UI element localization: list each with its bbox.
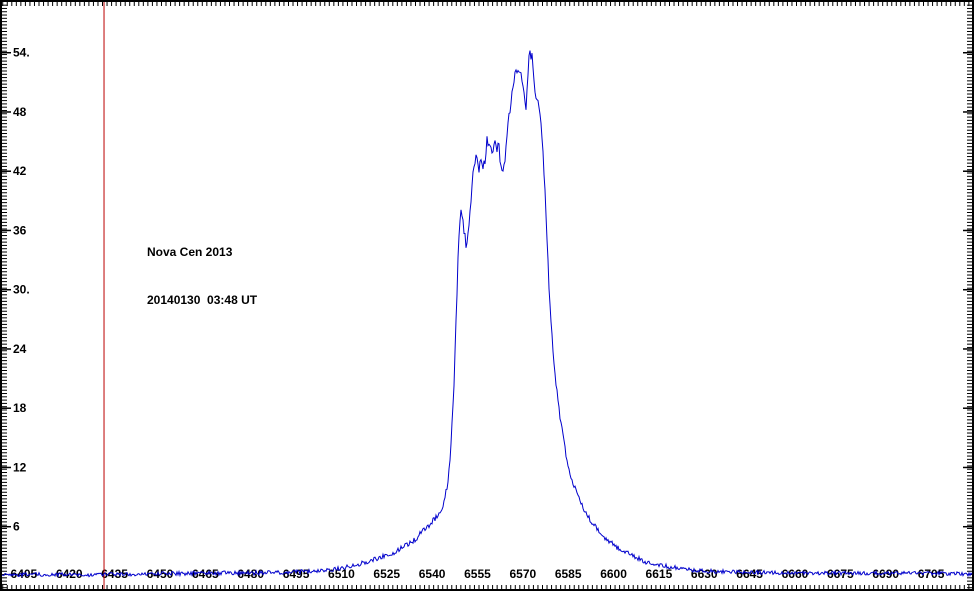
y-tick-label: 6 xyxy=(13,520,20,534)
x-tick-label: 6525 xyxy=(373,567,400,581)
y-tick-label: 36 xyxy=(13,223,27,237)
x-tick-label: 6570 xyxy=(509,567,536,581)
y-tick-label: 18 xyxy=(13,401,27,415)
x-tick-label: 6495 xyxy=(283,567,310,581)
y-tick-label: 30. xyxy=(13,283,30,297)
x-tick-label: 6540 xyxy=(419,567,446,581)
annotation-datetime: 20140130 03:48 UT xyxy=(147,293,258,307)
x-tick-label: 6450 xyxy=(147,567,174,581)
x-tick-label: 6510 xyxy=(328,567,355,581)
x-tick-label: 6480 xyxy=(237,567,264,581)
x-tick-label: 6585 xyxy=(555,567,582,581)
annotation-block: Nova Cen 2013 20140130 03:48 UT xyxy=(147,212,257,340)
y-tick-label: 48 xyxy=(13,105,27,119)
annotation-object-name: Nova Cen 2013 xyxy=(147,245,233,259)
y-tick-label: 42 xyxy=(13,164,27,178)
y-tick-label: 12 xyxy=(13,460,27,474)
x-tick-label: 6600 xyxy=(600,567,627,581)
y-tick-label: 24 xyxy=(13,342,27,356)
x-tick-label: 6660 xyxy=(782,567,809,581)
y-tick-label: 54. xyxy=(13,46,30,60)
x-tick-label: 6615 xyxy=(646,567,673,581)
x-tick-label: 6435 xyxy=(101,567,128,581)
x-tick-label: 6555 xyxy=(464,567,491,581)
x-tick-label: 6630 xyxy=(691,567,718,581)
spectrum-trace xyxy=(1,50,973,578)
